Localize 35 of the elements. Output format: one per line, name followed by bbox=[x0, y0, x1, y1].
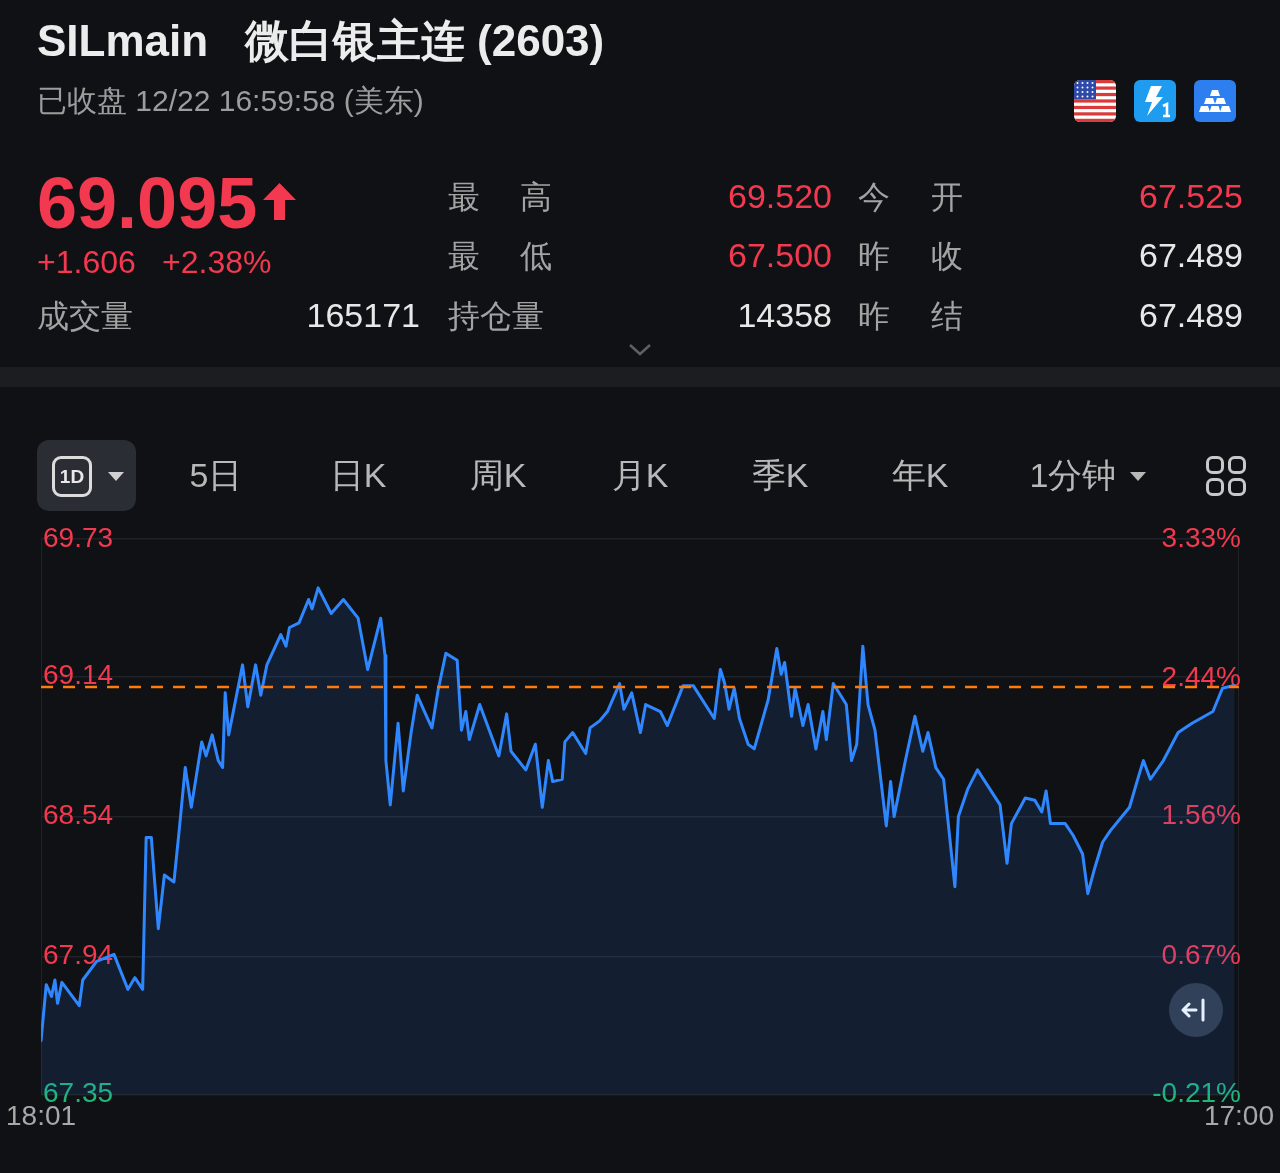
text: 1分钟 bbox=[1029, 456, 1117, 496]
text: 69.095 bbox=[37, 161, 258, 245]
text: 165171 bbox=[306, 296, 420, 336]
text: 持仓量 bbox=[448, 297, 544, 335]
text: 67.525 bbox=[1139, 177, 1243, 217]
y-tick-label: 69.14 bbox=[43, 659, 114, 691]
text: 年K bbox=[891, 456, 949, 496]
text: 日K bbox=[329, 456, 387, 496]
y2-tick-label: 3.33% bbox=[1161, 521, 1241, 553]
text: 月K bbox=[611, 456, 669, 496]
y2-tick-label: 0.67% bbox=[1161, 939, 1241, 970]
text: 成交量 bbox=[37, 297, 133, 335]
text: 最高 bbox=[448, 178, 552, 216]
text: 67.489 bbox=[1139, 296, 1243, 336]
y2-tick-label: 1.56% bbox=[1161, 799, 1241, 831]
text: 今开 bbox=[858, 178, 963, 216]
text: +2.38% bbox=[162, 243, 272, 281]
text: 昨收 bbox=[858, 237, 963, 275]
text: 季K bbox=[751, 456, 809, 496]
text: 14358 bbox=[737, 296, 832, 336]
y2-tick-label: 2.44% bbox=[1161, 661, 1241, 693]
y-tick-label: 68.54 bbox=[43, 799, 114, 831]
y-tick-label: 69.73 bbox=[43, 521, 114, 553]
text: 67.489 bbox=[1139, 236, 1243, 276]
text: 周K bbox=[469, 456, 527, 496]
text: 最低 bbox=[448, 237, 552, 275]
text: +1.606 bbox=[37, 243, 136, 281]
text: 69.520 bbox=[728, 177, 832, 217]
rounded-square-icon: 1D bbox=[52, 456, 92, 497]
y-tick-label: 67.94 bbox=[43, 939, 114, 971]
chart-title: SILmain 微白银主连 (2603) bbox=[37, 15, 605, 67]
chart-subtitle: 已收盘 12/22 16:59:58 (美东) bbox=[37, 83, 424, 119]
text: 昨结 bbox=[858, 297, 963, 335]
text: 67.500 bbox=[728, 236, 832, 276]
text: 5日 bbox=[189, 456, 243, 496]
